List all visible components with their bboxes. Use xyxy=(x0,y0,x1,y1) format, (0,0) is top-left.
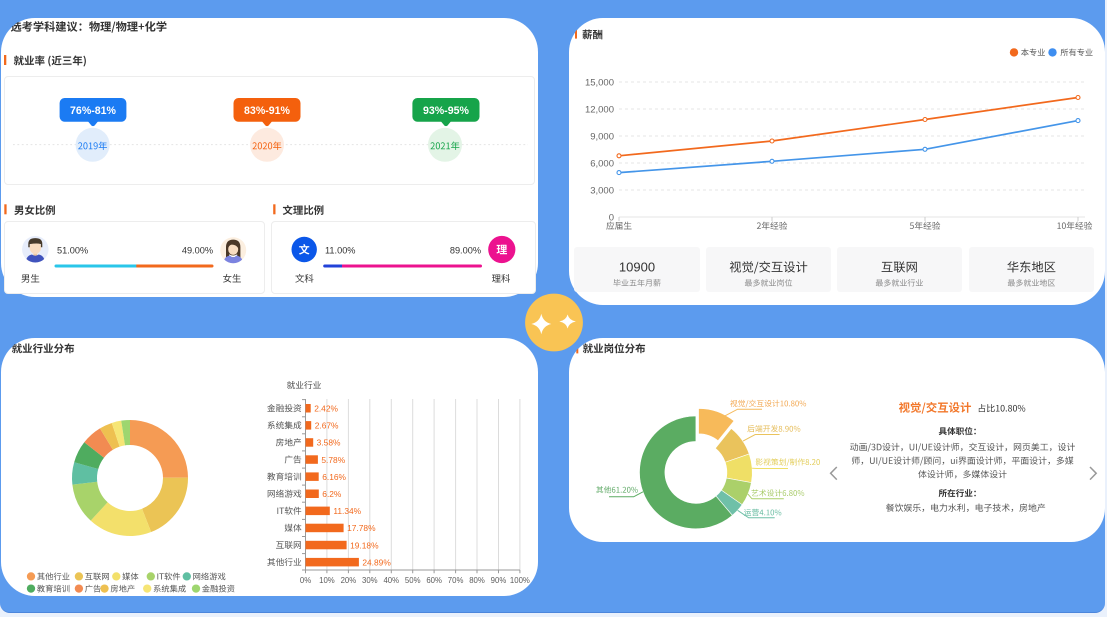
svg-text:10900: 10900 xyxy=(619,260,655,275)
svg-text:80%: 80% xyxy=(469,576,485,585)
svg-text:6.2%: 6.2% xyxy=(322,489,342,499)
svg-text:17.78%: 17.78% xyxy=(347,523,376,533)
svg-text:40%: 40% xyxy=(383,576,399,585)
svg-text:76%-81%: 76%-81% xyxy=(70,105,117,117)
svg-text:50%: 50% xyxy=(405,576,421,585)
svg-text:12,000: 12,000 xyxy=(585,104,614,115)
svg-text:9,000: 9,000 xyxy=(590,131,614,142)
svg-text:0: 0 xyxy=(609,212,614,223)
svg-text:10%: 10% xyxy=(319,576,335,585)
svg-text:70%: 70% xyxy=(448,576,464,585)
svg-text:30%: 30% xyxy=(362,576,378,585)
svg-text:6,000: 6,000 xyxy=(590,158,614,169)
svg-text:89.00%: 89.00% xyxy=(450,245,481,255)
svg-text:51.00%: 51.00% xyxy=(57,245,88,255)
svg-text:6.16%: 6.16% xyxy=(322,472,346,482)
svg-text:11.34%: 11.34% xyxy=(333,506,361,516)
svg-text:15,000: 15,000 xyxy=(585,77,614,88)
svg-text:83%-91%: 83%-91% xyxy=(244,105,291,117)
svg-text:90%: 90% xyxy=(491,576,507,585)
svg-text:5.78%: 5.78% xyxy=(321,455,345,465)
svg-text:100%: 100% xyxy=(510,576,530,585)
svg-text:11.00%: 11.00% xyxy=(325,245,355,255)
svg-text:3,000: 3,000 xyxy=(590,185,614,196)
svg-text:3.58%: 3.58% xyxy=(317,438,341,448)
svg-text:2.67%: 2.67% xyxy=(315,421,339,431)
svg-text:60%: 60% xyxy=(426,576,442,585)
svg-text:2.42%: 2.42% xyxy=(314,404,338,414)
svg-text:0%: 0% xyxy=(300,576,311,585)
svg-text:49.00%: 49.00% xyxy=(182,245,213,255)
svg-text:24.89%: 24.89% xyxy=(362,557,391,567)
svg-text:19.18%: 19.18% xyxy=(350,540,379,550)
svg-text:93%-95%: 93%-95% xyxy=(423,105,470,117)
svg-text:20%: 20% xyxy=(341,576,357,585)
